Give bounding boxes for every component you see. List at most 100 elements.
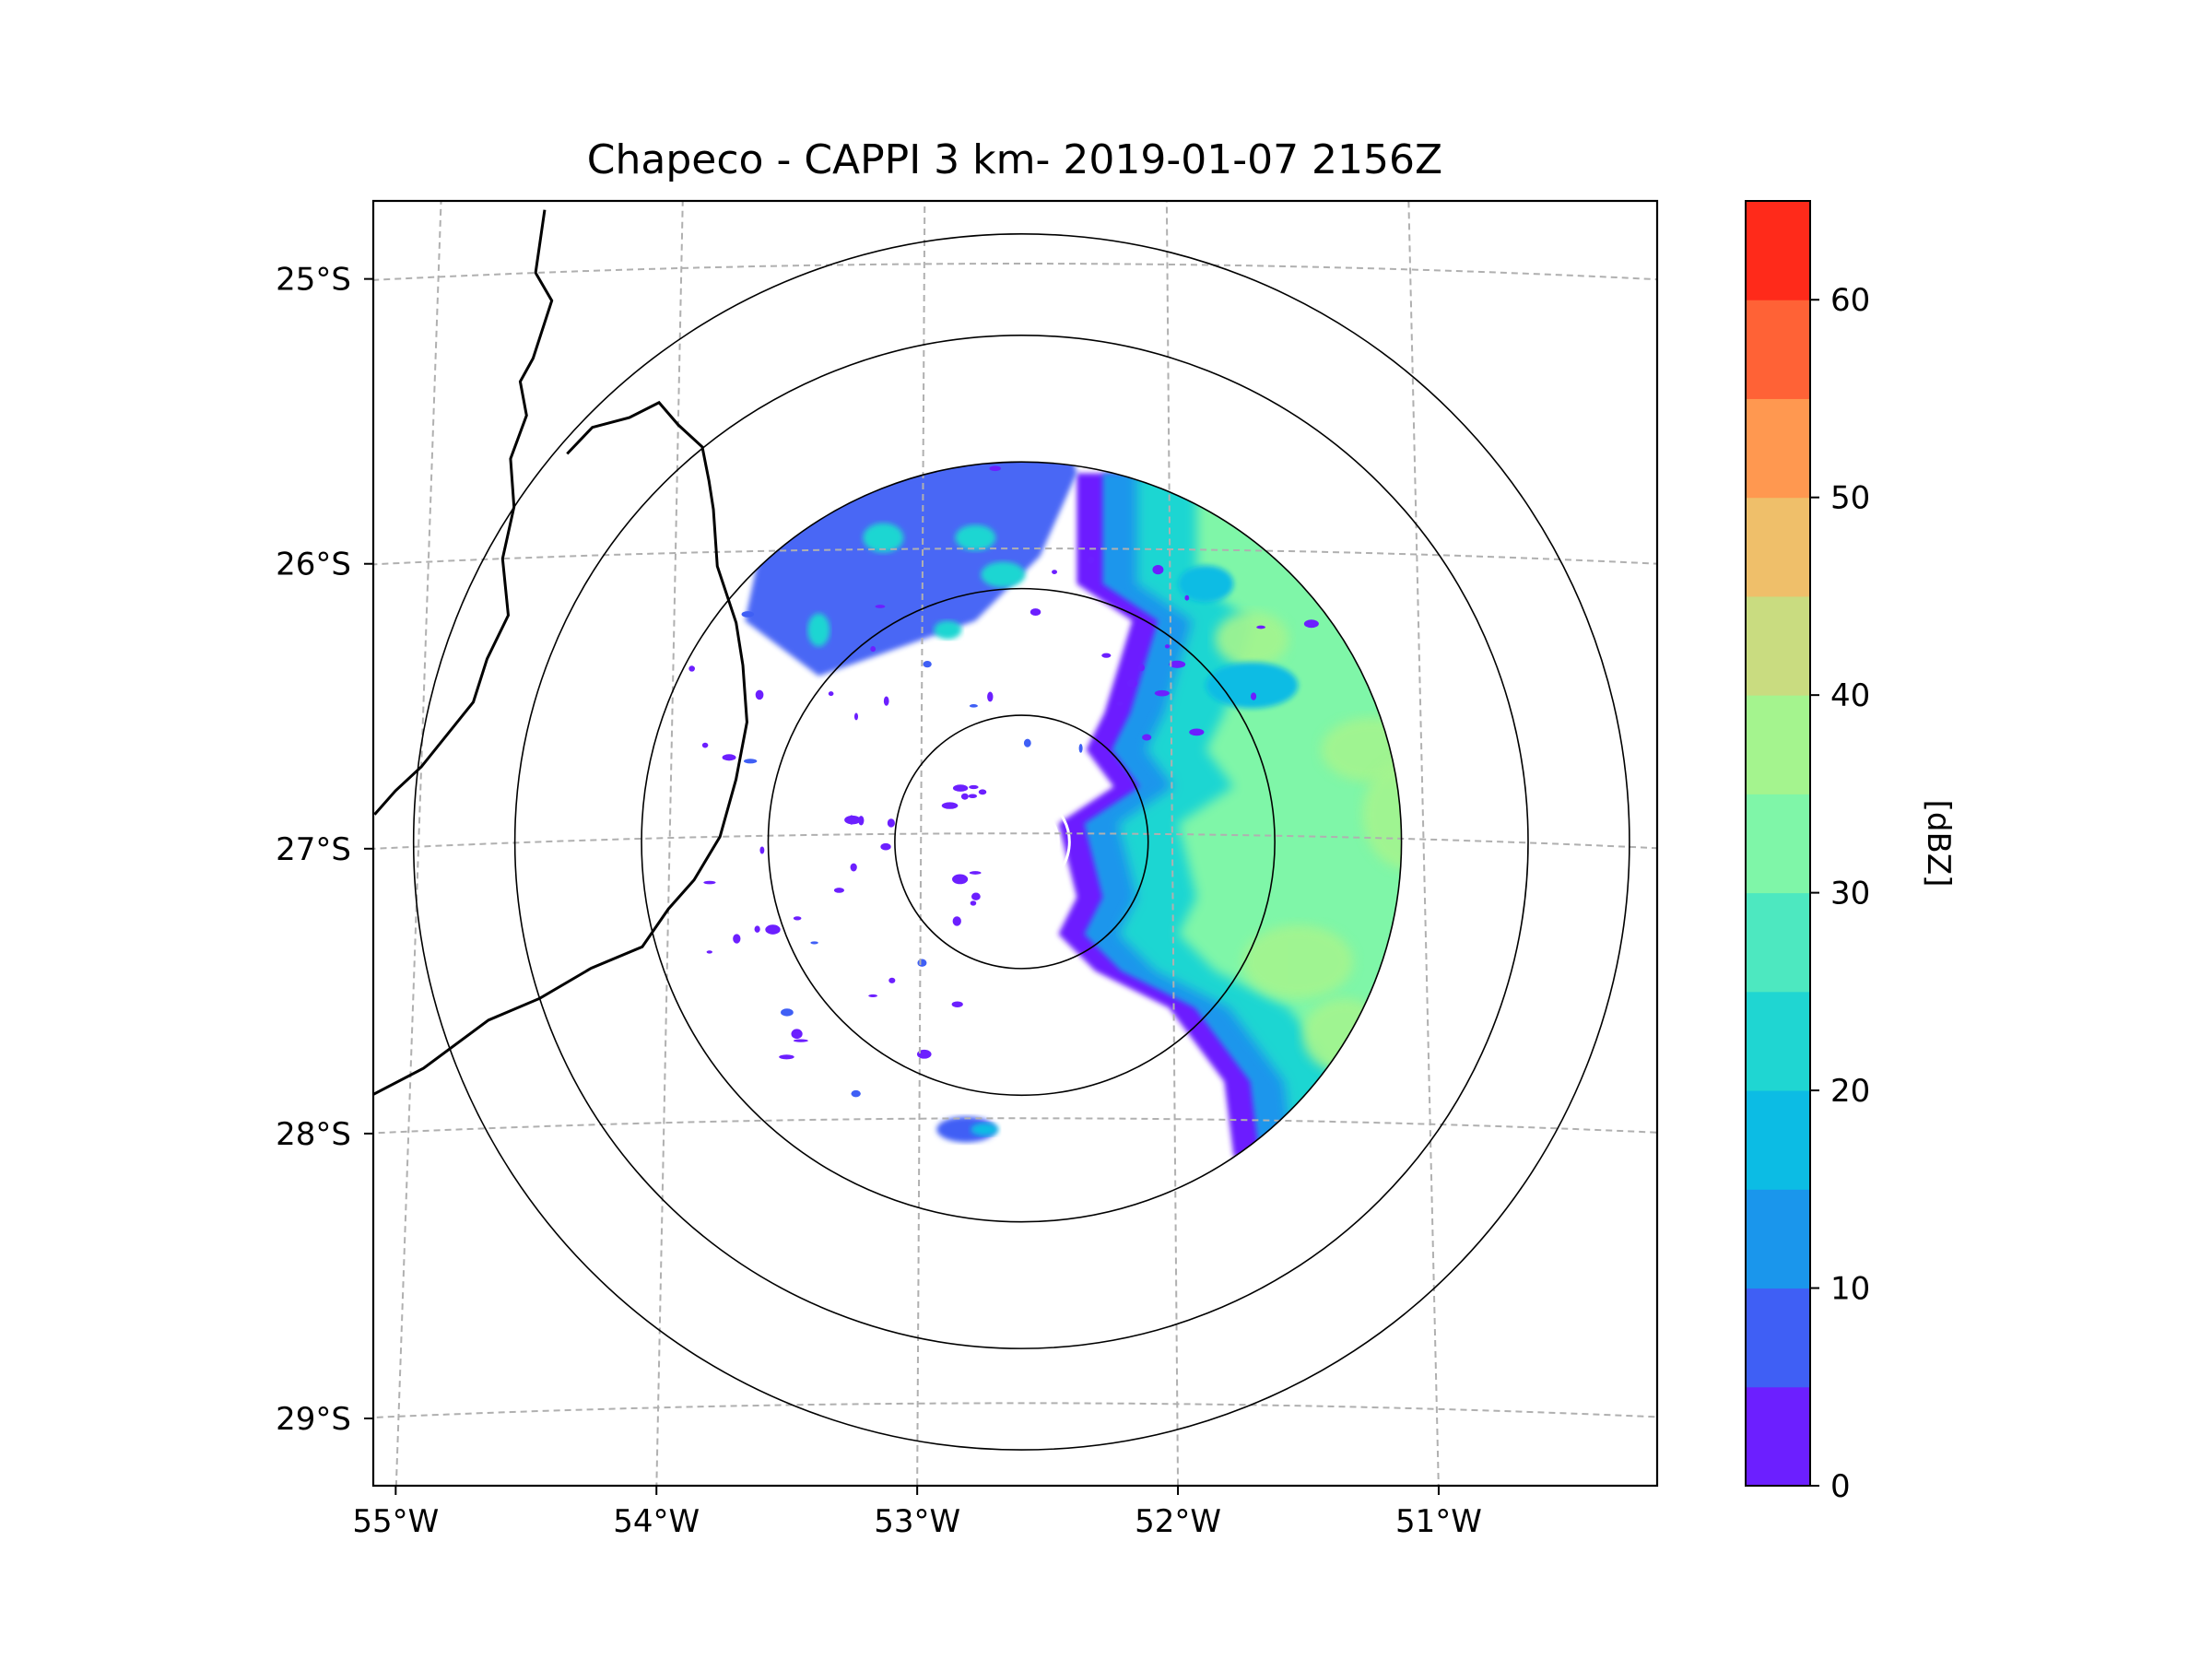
echo-northwest-cell-3 — [807, 613, 830, 647]
x-tick-label: 55°W — [352, 1503, 439, 1540]
echo-speck — [960, 793, 969, 800]
echo-speck — [952, 784, 969, 792]
echo-speck — [1256, 625, 1265, 629]
clutter-arc-1 — [1032, 818, 1049, 866]
meridian-gridline — [1407, 201, 1440, 1486]
range-ring-50km — [894, 714, 1149, 970]
echo-speck — [1023, 738, 1031, 747]
map-frame — [371, 199, 1659, 1488]
echo-speck — [1137, 664, 1145, 672]
range-ring-240km — [412, 233, 1630, 1451]
echo-speck — [970, 900, 977, 906]
colorbar: 0 10 20 30 40 50 60 [dBZ] — [1745, 200, 1957, 1505]
echo-speck — [706, 950, 712, 954]
echo-speck — [883, 696, 889, 706]
meridian-gridline — [655, 201, 684, 1486]
echo-speck — [1101, 653, 1112, 658]
echo-speck — [1078, 744, 1083, 753]
colorbar-frame — [1745, 200, 1811, 1487]
echo-speck — [1303, 619, 1319, 629]
map-axes: 55°W 54°W 53°W 52°W 51°W 25°S 26°S 27°S 28°S 29°… — [276, 199, 1659, 1540]
echo-speck — [850, 863, 857, 872]
echo-speck — [887, 818, 895, 828]
echo-speck — [1184, 594, 1190, 601]
colorbar-band-55 — [1746, 300, 1810, 399]
echo-strong-patch-5 — [1215, 611, 1289, 667]
echo-speck — [759, 846, 765, 854]
echo-speck — [870, 646, 877, 653]
border-line — [373, 400, 748, 1097]
chart-title: Chapeco - CAPPI 3 km- 2019-01-07 2156Z — [587, 136, 1442, 183]
echo-speck — [875, 605, 886, 608]
echo-speck — [952, 874, 969, 885]
echo-speck — [1142, 734, 1152, 741]
colorbar-tick-label: 10 — [1830, 1271, 1870, 1308]
echo-speck — [1251, 692, 1257, 700]
echo-speck — [844, 815, 861, 825]
echo-speck — [779, 1054, 794, 1060]
y-tick-label: 29°S — [276, 1401, 351, 1438]
y-tick-label: 26°S — [276, 547, 351, 583]
parallel-gridline — [373, 547, 1657, 566]
range-rings — [412, 233, 1630, 1451]
echo-east-band-30 — [1178, 473, 1402, 1193]
meridian-gridline — [394, 201, 442, 1486]
colorbar-band-20 — [1746, 991, 1810, 1091]
echo-speck — [917, 959, 927, 967]
echo-south-cell — [936, 1116, 996, 1143]
echo-speck — [971, 892, 981, 900]
echo-speck — [941, 802, 959, 809]
echo-northwest-cell-2 — [981, 561, 1026, 588]
x-tick-label: 53°W — [874, 1503, 960, 1540]
colorbar-label: [dBZ] — [1920, 800, 1957, 888]
echo-speck — [978, 789, 987, 795]
colorbar-ticks: 0 10 20 30 40 50 60 — [1810, 282, 1870, 1505]
echo-speck — [741, 611, 755, 618]
reflectivity-echoes — [643, 462, 1402, 1193]
x-tick-label: 52°W — [1135, 1503, 1221, 1540]
clutter-arc-2 — [1037, 807, 1060, 877]
echo-northwest-cell-5 — [934, 620, 962, 640]
echo-speck — [1169, 660, 1186, 668]
colorbar-band-45 — [1746, 497, 1810, 597]
echo-speck — [701, 742, 709, 748]
x-tick-label: 54°W — [613, 1503, 700, 1540]
echo-speck — [853, 712, 859, 721]
echo-speck — [923, 660, 932, 668]
gridlines — [373, 201, 1657, 1486]
echo-speck — [968, 794, 978, 798]
echo-speck — [1052, 570, 1057, 575]
echo-speck — [1154, 689, 1170, 697]
echo-speck — [851, 1089, 861, 1098]
echo-northwest-cell-0 — [863, 523, 904, 553]
x-tick-label: 51°W — [1395, 1503, 1482, 1540]
echo-speck — [1116, 701, 1124, 706]
range-ring-200km — [513, 334, 1529, 1349]
echo-speck — [952, 916, 961, 926]
echo-speck — [1126, 679, 1137, 688]
parallel-gridline — [373, 1117, 1657, 1135]
colorbar-band-40 — [1746, 595, 1810, 696]
parallel-gridline — [373, 1402, 1657, 1418]
echo-speck — [969, 784, 979, 790]
colorbar-band-10 — [1746, 1189, 1810, 1289]
clutter-arc-3 — [1042, 797, 1071, 887]
colorbar-band-15 — [1746, 1090, 1810, 1190]
colorbar-tick-label: 60 — [1830, 282, 1870, 319]
colorbar-band-5 — [1746, 1288, 1810, 1388]
echo-speck — [733, 934, 741, 944]
colorbar-tick-label: 0 — [1830, 1468, 1851, 1505]
echo-speck — [1164, 644, 1171, 649]
y-ticks: 25°S 26°S 27°S 28°S 29°S — [276, 262, 373, 1438]
echo-speck — [703, 880, 716, 885]
colorbar-tick-label: 40 — [1830, 677, 1870, 714]
echo-speck — [793, 1039, 808, 1042]
parallel-gridline — [373, 832, 1657, 850]
echo-speck — [868, 994, 878, 997]
colorbar-band-0 — [1746, 1386, 1810, 1487]
meridian-gridline — [916, 201, 926, 1486]
colorbar-bands — [1746, 201, 1810, 1487]
y-tick-label: 28°S — [276, 1116, 351, 1153]
colorbar-tick-label: 50 — [1830, 480, 1870, 517]
echo-speck — [969, 704, 978, 708]
